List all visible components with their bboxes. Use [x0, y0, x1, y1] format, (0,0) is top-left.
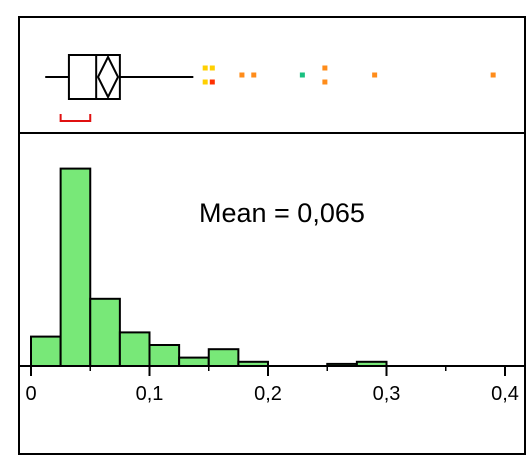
outlier-point — [372, 72, 378, 78]
x-tick-label: 0,1 — [136, 383, 164, 405]
histogram-bar — [30, 335, 62, 368]
x-tick-label: 0 — [25, 383, 36, 405]
histogram-bar — [59, 167, 92, 367]
shortest-half-bracket — [59, 114, 92, 122]
mean-diamond — [96, 54, 120, 100]
histogram-bar — [178, 356, 210, 368]
histogram-bar — [207, 348, 240, 368]
box-plot-panel — [45, 54, 496, 122]
outlier-point — [209, 79, 215, 85]
outlier-point — [490, 72, 496, 78]
outlier-point — [251, 72, 257, 78]
histogram-bar — [89, 297, 121, 367]
histogram-bar — [148, 344, 181, 367]
outlier-point — [322, 79, 328, 85]
outlier-point — [202, 79, 208, 85]
outlier-point — [202, 65, 208, 71]
outlier-point — [209, 65, 215, 71]
outlier-point — [322, 65, 328, 71]
x-tick-label: 0,4 — [491, 383, 519, 405]
mean-annotation: Mean = 0,065 — [199, 198, 365, 228]
histogram-panel: 0 0,1 0,2 0,3 0,4 — [19, 167, 525, 405]
outlier-point — [239, 72, 245, 78]
x-tick-label: 0,2 — [254, 383, 282, 405]
outlier-point — [299, 72, 305, 78]
x-tick-label: 0,3 — [373, 383, 401, 405]
histogram-bar — [118, 331, 151, 367]
